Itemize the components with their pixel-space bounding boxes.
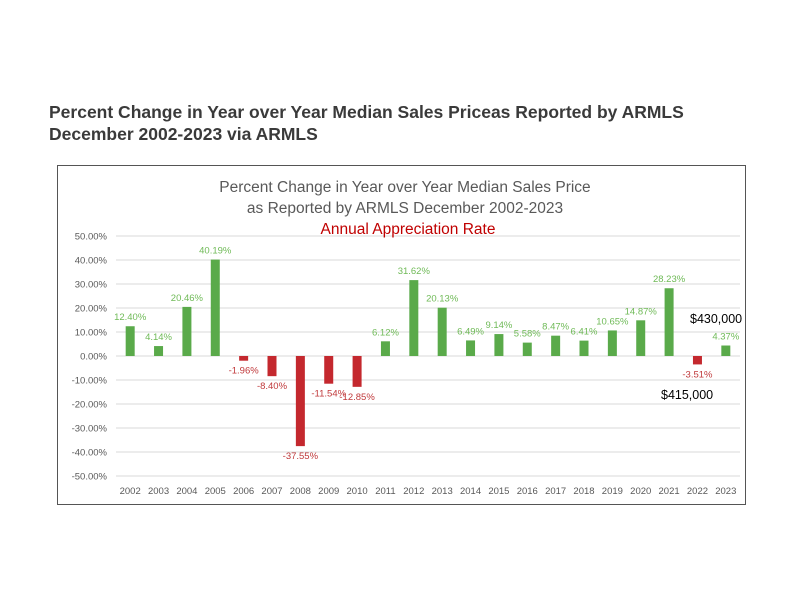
bar-2018 — [579, 340, 589, 356]
chart-frame: 50.00% 40.00% 30.00% 20.00% 10.00% 0.00% -10.0… — [57, 165, 746, 505]
x-tick-label: 2017 — [545, 486, 566, 497]
x-tick-label: 2013 — [432, 486, 453, 497]
data-label-2003: 4.14% — [145, 332, 172, 343]
data-label-2004: 20.46% — [171, 293, 204, 304]
bar-2013 — [437, 307, 447, 356]
bar-chart: 50.00% 40.00% 30.00% 20.00% 10.00% 0.00% -10.0… — [72, 179, 743, 497]
bar-2006 — [239, 356, 249, 361]
x-tick-label: 2019 — [602, 486, 623, 497]
bar-2020 — [636, 320, 646, 356]
y-tick-label: -30.00% — [72, 424, 108, 435]
bar-2019 — [607, 330, 617, 356]
bar-2004 — [182, 306, 192, 356]
x-axis-tick-labels: 2002 2003 2004 2005 2006 2007 2008 2009 2010 2011… — [120, 486, 737, 497]
data-label-2015: 9.14% — [485, 320, 512, 331]
bar-2008 — [295, 356, 305, 447]
x-tick-label: 2020 — [630, 486, 651, 497]
data-label-2018: 6.41% — [571, 327, 598, 338]
x-tick-label: 2016 — [517, 486, 538, 497]
x-tick-label: 2014 — [460, 486, 481, 497]
data-label-2011: 6.12% — [372, 327, 399, 338]
bar-2015 — [494, 334, 504, 356]
x-tick-label: 2010 — [347, 486, 368, 497]
bar-2002 — [125, 326, 135, 356]
y-tick-label: 0.00% — [80, 352, 107, 363]
bar-2003 — [154, 346, 164, 356]
bar-2012 — [409, 280, 419, 356]
data-label-2006: -1.96% — [229, 366, 260, 377]
y-tick-label: 30.00% — [75, 280, 108, 291]
data-label-2016: 5.58% — [514, 329, 541, 340]
page-heading-line-2: December 2002-2023 via ARMLS — [49, 124, 318, 144]
x-tick-label: 2007 — [261, 486, 282, 497]
x-tick-label: 2004 — [176, 486, 197, 497]
bar-2010 — [352, 356, 362, 387]
x-tick-label: 2006 — [233, 486, 254, 497]
bar-2014 — [466, 340, 476, 356]
x-tick-label: 2011 — [375, 486, 395, 497]
data-label-2017: 8.47% — [542, 322, 569, 333]
y-tick-label: 40.00% — [75, 256, 108, 267]
chart-annotation-annual-appreciation: Annual Appreciation Rate — [321, 221, 496, 238]
data-label-2021: 28.23% — [653, 274, 686, 285]
page-heading-line-1: Percent Change in Year over Year Median … — [49, 102, 684, 122]
y-tick-label: -40.00% — [72, 448, 108, 459]
bar-2016 — [522, 342, 532, 356]
data-label-2009: -11.54% — [311, 389, 346, 400]
bar-2021 — [664, 288, 674, 356]
bars — [125, 259, 731, 447]
x-tick-label: 2008 — [290, 486, 311, 497]
x-tick-label: 2009 — [318, 486, 339, 497]
bar-2009 — [324, 356, 334, 384]
data-label-2023: 4.37% — [712, 332, 739, 343]
bar-2007 — [267, 356, 277, 377]
data-label-2007: -8.40% — [257, 381, 288, 392]
data-label-2022: -3.51% — [682, 369, 713, 380]
data-label-2019: 10.65% — [596, 316, 629, 327]
x-tick-label: 2021 — [659, 486, 680, 497]
x-tick-label: 2023 — [715, 486, 736, 497]
bar-2022 — [692, 356, 702, 365]
data-label-2012: 31.62% — [398, 266, 431, 277]
price-annotations: $430,000 $415,000 — [661, 312, 742, 402]
page-heading: Percent Change in Year over Year Median … — [49, 101, 749, 145]
price-annotation-430000: $430,000 — [690, 312, 742, 326]
data-label-2005: 40.19% — [199, 246, 232, 257]
bar-2017 — [551, 335, 561, 356]
y-tick-label: 50.00% — [75, 232, 108, 243]
y-axis-tick-labels: 50.00% 40.00% 30.00% 20.00% 10.00% 0.00% -10.0… — [72, 232, 108, 483]
x-tick-label: 2018 — [573, 486, 594, 497]
x-tick-label: 2003 — [148, 486, 169, 497]
price-annotation-415000: $415,000 — [661, 388, 713, 402]
bar-2005 — [210, 259, 220, 356]
x-tick-label: 2005 — [205, 486, 226, 497]
x-tick-label: 2002 — [120, 486, 141, 497]
chart-subtitle: as Reported by ARMLS December 2002-2023 — [247, 200, 563, 217]
bar-2023 — [721, 345, 731, 356]
bar-2011 — [380, 341, 390, 356]
data-label-2014: 6.49% — [457, 326, 484, 337]
x-tick-label: 2015 — [488, 486, 509, 497]
y-tick-label: 10.00% — [75, 328, 108, 339]
data-label-2002: 12.40% — [114, 312, 147, 323]
data-label-2013: 20.13% — [426, 294, 459, 305]
data-labels: 12.40% 4.14% 20.46% 40.19% -1.96% -8.40% -37.5… — [114, 246, 740, 463]
y-tick-label: -50.00% — [72, 472, 108, 483]
data-label-2008: -37.55% — [283, 451, 319, 462]
chart-title: Percent Change in Year over Year Median … — [219, 179, 590, 196]
y-tick-label: 20.00% — [75, 304, 108, 315]
data-label-2020: 14.87% — [625, 306, 658, 317]
y-tick-label: -20.00% — [72, 400, 108, 411]
y-tick-label: -10.00% — [72, 376, 108, 387]
x-tick-label: 2022 — [687, 486, 708, 497]
data-label-2010: -12.85% — [339, 392, 375, 403]
gridlines — [116, 235, 740, 477]
x-tick-label: 2012 — [403, 486, 424, 497]
